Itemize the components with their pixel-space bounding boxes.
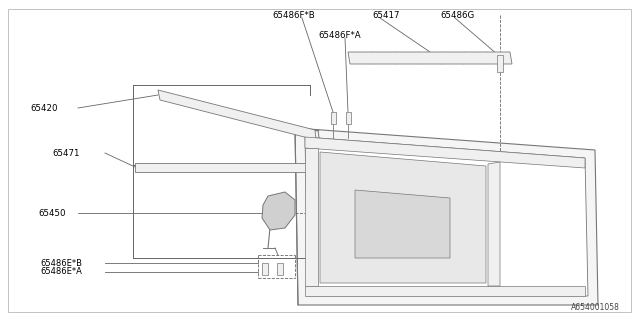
Text: 65486F*A: 65486F*A — [318, 30, 360, 39]
Polygon shape — [305, 148, 318, 286]
Text: A654001058: A654001058 — [571, 303, 620, 312]
Polygon shape — [348, 52, 512, 64]
Polygon shape — [497, 55, 503, 72]
Text: 65486F*B: 65486F*B — [272, 11, 315, 20]
Text: 65471: 65471 — [52, 148, 79, 157]
Text: 65486G: 65486G — [440, 11, 474, 20]
Polygon shape — [305, 137, 588, 296]
Text: 65486E*A: 65486E*A — [40, 268, 82, 276]
Text: 65450: 65450 — [38, 209, 65, 218]
Polygon shape — [277, 263, 283, 275]
Polygon shape — [355, 190, 450, 258]
Polygon shape — [262, 263, 268, 275]
Polygon shape — [305, 137, 585, 168]
Text: 65417: 65417 — [372, 11, 399, 20]
Polygon shape — [320, 152, 486, 283]
Polygon shape — [295, 128, 598, 305]
Polygon shape — [135, 163, 310, 172]
Polygon shape — [488, 162, 500, 286]
Text: 65420: 65420 — [30, 103, 58, 113]
Polygon shape — [158, 90, 316, 140]
Polygon shape — [346, 112, 351, 124]
Polygon shape — [305, 286, 585, 296]
Text: 65486E*B: 65486E*B — [40, 259, 82, 268]
Polygon shape — [262, 192, 295, 230]
Polygon shape — [330, 112, 335, 124]
